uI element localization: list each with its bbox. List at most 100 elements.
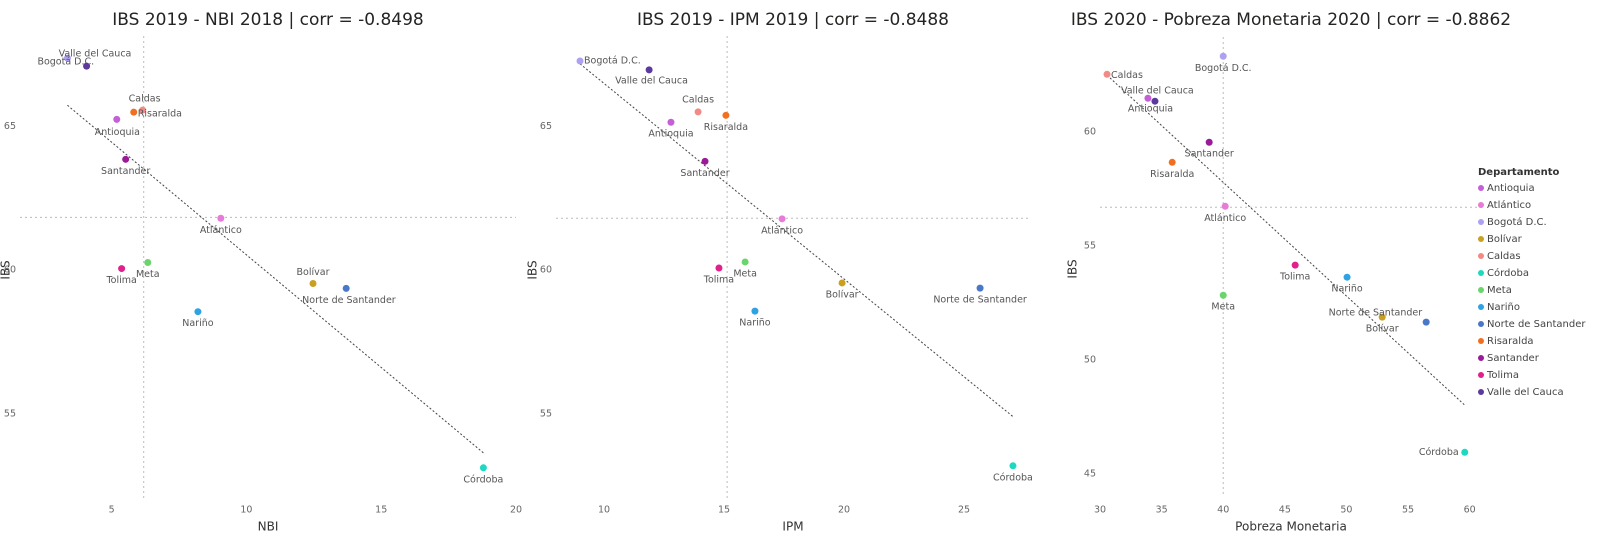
legend-swatch [1478,355,1484,361]
point-label: Caldas [682,94,714,105]
legend-label: Caldas [1487,251,1521,262]
legend-label: Santander [1487,353,1540,364]
legend-swatch [1478,321,1484,327]
point [1103,70,1111,78]
x-tick-label: 55 [1402,505,1414,516]
point-label: Córdoba [1419,447,1459,458]
point-label: Meta [136,269,160,280]
x-tick-label: 10 [240,505,252,516]
legend-label: Valle del Cauca [1487,387,1564,398]
point [741,258,749,266]
point [1205,138,1213,146]
point [122,155,130,163]
x-tick-label: 25 [958,505,970,516]
chart-title: IBS 2020 - Pobreza Monetaria 2020 | corr… [1071,10,1511,30]
y-tick-label: 55 [540,408,552,419]
point [63,54,71,62]
y-axis-label: IBS [0,260,13,279]
point [194,308,202,316]
legend-swatch [1478,270,1484,276]
point [976,284,984,292]
x-tick-label: 15 [375,505,387,516]
y-axis-label: IBS [526,260,540,279]
legend-swatch [1478,202,1484,208]
point [342,284,350,292]
legend-swatch [1478,389,1484,395]
point [144,259,152,267]
x-tick-label: 15 [718,505,730,516]
point [83,62,91,70]
point-label: Nariño [182,318,213,329]
x-tick-label: 20 [510,505,522,516]
point-label: Bogotá D.C. [1195,63,1252,74]
legend-label: Córdoba [1487,267,1529,279]
x-tick-label: 20 [838,505,850,516]
x-tick-label: 40 [1217,505,1229,516]
point [1343,273,1351,281]
point-label: Bogotá D.C. [37,57,94,68]
x-tick-label: 10 [598,505,610,516]
x-tick-label: 60 [1464,505,1476,516]
y-tick-label: 65 [4,121,16,132]
legend-label: Meta [1487,285,1512,296]
point-label: Atlántico [761,225,803,236]
point [1378,313,1386,321]
legend-swatch [1478,236,1484,242]
point-label: Antioquia [648,129,693,140]
point [1461,448,1469,456]
point [217,214,225,222]
legend-swatch [1478,253,1484,259]
point-label: Tolima [105,275,136,286]
point [667,118,675,126]
legend-label: Bogotá D.C. [1487,216,1547,228]
point-label: Valle del Cauca [59,49,132,60]
legend-label: Risaralda [1487,336,1534,347]
legend-label: Tolima [1486,370,1519,381]
point-label: Norte de Santander [1329,308,1423,319]
point-label: Bolívar [297,267,330,278]
point [645,66,653,74]
point-label: Valle del Cauca [615,75,688,86]
point-label: Tolima [1279,272,1310,283]
point [694,108,702,116]
point [778,215,786,223]
y-tick-label: 50 [1084,355,1096,366]
point-label: Caldas [129,94,161,105]
point-label: Bogotá D.C. [584,55,641,66]
x-axis-label: NBI [258,520,279,534]
legend-swatch [1478,219,1484,225]
point [118,265,126,273]
y-tick-label: 65 [540,121,552,132]
point [130,108,138,116]
legend-title: Departamento [1478,167,1560,178]
point [838,279,846,287]
point-label: Córdoba [463,474,503,485]
legend-label: Bolívar [1487,233,1523,245]
point-label: Atlántico [1204,213,1246,224]
x-tick-label: 50 [1340,505,1352,516]
point [139,106,147,114]
point [1221,202,1229,210]
x-tick-label: 45 [1279,505,1291,516]
point-label: Nariño [1331,284,1362,295]
x-tick-label: 30 [1094,505,1106,516]
legend-swatch [1478,338,1484,344]
point [113,115,121,123]
point [1219,291,1227,299]
point-label: Tolima [703,274,734,285]
point-label: Bolívar [826,289,859,300]
legend-swatch [1478,287,1484,293]
point [722,111,730,119]
point [1219,52,1227,60]
legend-label: Atlántico [1487,199,1531,211]
y-tick-label: 55 [1084,241,1096,252]
chart-title: IBS 2019 - NBI 2018 | corr = -0.8498 [112,10,423,30]
point-label: Meta [1211,302,1235,313]
chart-title: IBS 2019 - IPM 2019 | corr = -0.8488 [637,10,949,30]
point [1291,261,1299,269]
y-tick-label: 55 [4,408,16,419]
x-tick-label: 5 [109,505,115,516]
point [751,307,759,315]
point-label: Risaralda [138,109,182,120]
